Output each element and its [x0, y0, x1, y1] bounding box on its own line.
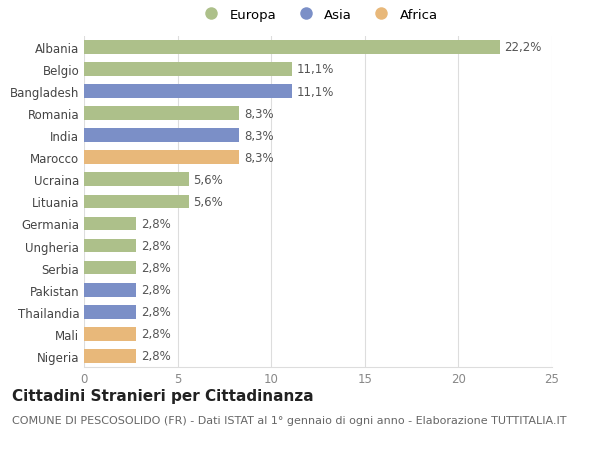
Text: 2,8%: 2,8% — [141, 262, 171, 274]
Text: 2,8%: 2,8% — [141, 350, 171, 363]
Text: 8,3%: 8,3% — [244, 151, 274, 164]
Bar — [84, 349, 136, 363]
Text: COMUNE DI PESCOSOLIDO (FR) - Dati ISTAT al 1° gennaio di ogni anno - Elaborazion: COMUNE DI PESCOSOLIDO (FR) - Dati ISTAT … — [12, 415, 566, 425]
Text: 11,1%: 11,1% — [296, 85, 334, 98]
Bar — [84, 195, 189, 209]
Text: 2,8%: 2,8% — [141, 284, 171, 297]
Bar — [84, 173, 189, 187]
Bar — [84, 107, 239, 121]
Text: Cittadini Stranieri per Cittadinanza: Cittadini Stranieri per Cittadinanza — [12, 388, 314, 403]
Bar — [84, 85, 292, 99]
Bar — [84, 217, 136, 231]
Text: 5,6%: 5,6% — [194, 174, 223, 186]
Text: 5,6%: 5,6% — [194, 196, 223, 208]
Text: 11,1%: 11,1% — [296, 63, 334, 76]
Legend: Europa, Asia, Africa: Europa, Asia, Africa — [193, 4, 443, 27]
Bar — [84, 239, 136, 253]
Bar — [84, 129, 239, 143]
Bar — [84, 327, 136, 341]
Text: 2,8%: 2,8% — [141, 306, 171, 319]
Bar — [84, 41, 500, 55]
Bar — [84, 261, 136, 275]
Text: 2,8%: 2,8% — [141, 218, 171, 230]
Text: 8,3%: 8,3% — [244, 107, 274, 120]
Bar — [84, 283, 136, 297]
Text: 2,8%: 2,8% — [141, 328, 171, 341]
Text: 8,3%: 8,3% — [244, 129, 274, 142]
Bar — [84, 63, 292, 77]
Text: 2,8%: 2,8% — [141, 240, 171, 252]
Bar — [84, 151, 239, 165]
Bar — [84, 305, 136, 319]
Text: 22,2%: 22,2% — [504, 41, 542, 54]
